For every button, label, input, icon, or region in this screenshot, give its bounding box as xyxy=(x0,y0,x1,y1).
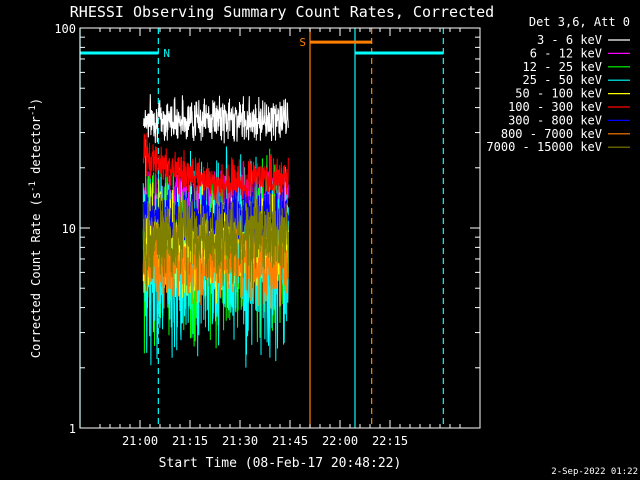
legend-label-1: 6 - 12 keV xyxy=(530,46,602,60)
legend-title: Det 3,6, Att 0 xyxy=(529,15,630,29)
y-axis-label-sup-2: -1 xyxy=(28,105,38,116)
x-tick-label-5: 22:15 xyxy=(372,434,408,448)
legend-label-7: 800 - 7000 keV xyxy=(501,127,602,141)
y-tick-label-2: 1 xyxy=(69,422,76,436)
legend-label-0: 3 - 6 keV xyxy=(537,33,602,47)
legend-label-5: 100 - 300 keV xyxy=(508,100,602,114)
night-label-0: N xyxy=(163,47,170,60)
series-line-5 xyxy=(142,132,289,205)
legend-label-2: 12 - 25 keV xyxy=(523,60,602,74)
y-axis-label: Corrected Count Rate (s-1 detector-1) xyxy=(28,98,43,358)
x-tick-label-1: 21:15 xyxy=(172,434,208,448)
saa-label-0: S xyxy=(299,36,306,49)
x-axis-label: Start Time (08-Feb-17 20:48:22) xyxy=(159,456,402,471)
y-tick-label-1: 10 xyxy=(62,222,76,236)
series-line-0 xyxy=(142,94,289,144)
legend-label-6: 300 - 800 keV xyxy=(508,113,602,127)
plot-area: N S 21:00 21:15 21:30 21:45 22:00 22:15 100 10 1 xyxy=(54,22,481,448)
series-line-8 xyxy=(142,185,289,292)
y-axis-label-close: ) xyxy=(29,98,43,105)
y-tick-label-0: 100 xyxy=(54,22,76,36)
series-line-7 xyxy=(142,218,289,310)
x-tick-label-3: 21:45 xyxy=(272,434,308,448)
y-axis-label-detector: detector xyxy=(29,116,43,181)
x-tick-label-2: 21:30 xyxy=(222,434,258,448)
y-axis-label-sup-1: -1 xyxy=(28,181,38,192)
legend-label-4: 50 - 100 keV xyxy=(515,87,602,101)
footer-date: 2-Sep-2022 01:22 xyxy=(551,467,638,477)
chart-title: RHESSI Observing Summary Count Rates, Co… xyxy=(70,3,494,21)
y-axis-label-main: Corrected Count Rate (s xyxy=(29,192,43,358)
legend-label-3: 25 - 50 keV xyxy=(523,73,602,87)
x-tick-label-4: 22:00 xyxy=(322,434,358,448)
x-tick-label-0: 21:00 xyxy=(122,434,158,448)
legend-label-8: 7000 - 15000 keV xyxy=(486,140,602,154)
